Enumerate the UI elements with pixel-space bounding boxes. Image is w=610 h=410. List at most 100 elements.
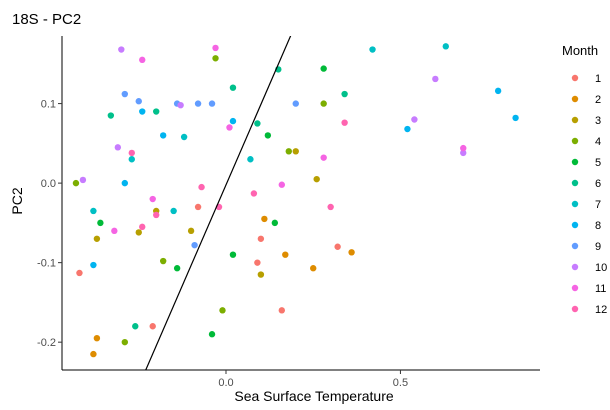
data-point-month-6 xyxy=(229,84,237,91)
data-point-month-11 xyxy=(212,44,219,52)
data-point-month-12 xyxy=(327,203,334,211)
data-point-month-5 xyxy=(264,132,272,139)
data-point-month-12 xyxy=(250,190,258,197)
data-point-month-10 xyxy=(118,46,125,53)
data-point-month-5 xyxy=(97,219,104,227)
legend-key-month-3 xyxy=(571,116,579,124)
data-point-month-4 xyxy=(159,257,167,265)
data-point-month-2 xyxy=(90,350,97,358)
data-point-month-4 xyxy=(320,100,327,107)
data-point-month-1 xyxy=(334,243,341,250)
plot-area: -0.2 -0.1 0.0 0.1 0.0 0.5 xyxy=(37,36,540,389)
data-point-month-1 xyxy=(149,323,156,330)
data-point-month-4 xyxy=(219,307,226,314)
data-point-month-5 xyxy=(229,251,237,258)
data-point-month-11 xyxy=(226,124,233,131)
legend-label-month-3: 3 xyxy=(595,115,601,127)
data-point-month-2 xyxy=(261,215,268,223)
data-point-month-8 xyxy=(159,132,167,139)
data-point-month-1 xyxy=(257,235,265,242)
data-point-month-9 xyxy=(194,100,202,107)
data-point-month-3 xyxy=(257,271,265,278)
legend-key-month-4 xyxy=(571,137,579,145)
data-point-month-1 xyxy=(76,269,83,277)
data-point-month-11 xyxy=(139,56,146,64)
data-point-month-2 xyxy=(348,249,355,256)
data-point-month-7 xyxy=(90,207,97,215)
data-point-month-10 xyxy=(114,144,122,151)
data-point-month-8 xyxy=(404,125,411,133)
data-point-month-1 xyxy=(278,307,286,314)
data-point-month-12 xyxy=(198,183,205,191)
legend-key-month-10 xyxy=(571,263,579,271)
data-point-month-5 xyxy=(271,219,279,227)
data-point-month-11 xyxy=(320,154,327,161)
data-point-month-9 xyxy=(292,100,299,107)
data-point-month-7 xyxy=(128,156,135,163)
data-point-month-9 xyxy=(208,100,216,107)
data-point-month-8 xyxy=(121,179,129,187)
data-point-month-11 xyxy=(149,195,156,203)
data-point-month-10 xyxy=(177,101,184,109)
legend-label-month-8: 8 xyxy=(595,220,601,232)
data-point-month-9 xyxy=(121,90,129,98)
legend-label-month-6: 6 xyxy=(595,178,601,190)
data-point-month-6 xyxy=(341,90,348,98)
data-point-month-7 xyxy=(180,133,188,141)
data-point-month-9 xyxy=(191,241,198,249)
legend-label-month-2: 2 xyxy=(595,94,601,106)
data-point-month-3 xyxy=(187,227,195,235)
data-point-month-10 xyxy=(432,75,439,83)
data-point-month-11 xyxy=(460,144,467,152)
legend-key-month-11 xyxy=(571,284,579,292)
legend-key-month-1 xyxy=(571,74,579,82)
y-tick-label: 0.0 xyxy=(41,178,56,190)
data-point-month-6 xyxy=(254,120,261,127)
x-axis-title: Sea Surface Temperature xyxy=(234,388,393,404)
data-point-month-10 xyxy=(79,176,87,184)
x-tick-label: 0.5 xyxy=(393,377,408,389)
legend-label-month-11: 11 xyxy=(595,283,606,295)
x-tick-label: 0.0 xyxy=(218,377,233,389)
data-point-month-7 xyxy=(369,46,376,53)
y-tick-label: -0.1 xyxy=(37,258,56,270)
data-point-month-12 xyxy=(341,119,348,126)
data-point-month-5 xyxy=(208,331,216,338)
data-point-month-4 xyxy=(285,148,292,155)
data-point-month-1 xyxy=(194,203,202,211)
data-point-month-3 xyxy=(313,175,320,183)
legend-key-month-12 xyxy=(571,305,579,313)
data-point-month-3 xyxy=(292,148,299,155)
data-point-month-8 xyxy=(229,117,237,125)
y-tick-label: -0.2 xyxy=(37,337,56,349)
data-point-month-3 xyxy=(135,229,142,236)
data-point-month-4 xyxy=(212,55,219,62)
chart-title: 18S - PC2 xyxy=(12,11,81,28)
data-point-month-10 xyxy=(411,116,418,123)
data-point-month-6 xyxy=(107,112,115,119)
legend-key-month-2 xyxy=(571,95,579,103)
data-point-month-4 xyxy=(72,179,80,187)
data-point-month-7 xyxy=(170,207,177,215)
data-point-month-5 xyxy=(173,265,181,272)
legend-title: Month xyxy=(562,43,598,58)
data-point-month-9 xyxy=(135,98,142,105)
legend-key-month-9 xyxy=(571,242,579,250)
data-point-month-11 xyxy=(111,227,118,235)
data-point-month-10 xyxy=(460,149,467,157)
legend-key-month-8 xyxy=(571,221,579,229)
legend-label-month-5: 5 xyxy=(595,157,601,169)
data-point-month-2 xyxy=(282,251,289,258)
data-point-month-3 xyxy=(93,235,101,242)
data-point-month-5 xyxy=(320,65,327,72)
data-point-month-8 xyxy=(90,261,97,269)
data-point-month-2 xyxy=(93,334,101,342)
trend-line xyxy=(145,36,292,370)
data-point-month-12 xyxy=(128,149,135,157)
legend-label-month-10: 10 xyxy=(595,262,607,274)
legend-key-month-7 xyxy=(571,200,579,208)
data-point-month-7 xyxy=(442,43,449,50)
legend-label-month-4: 4 xyxy=(595,136,601,148)
data-point-month-12 xyxy=(153,211,160,219)
